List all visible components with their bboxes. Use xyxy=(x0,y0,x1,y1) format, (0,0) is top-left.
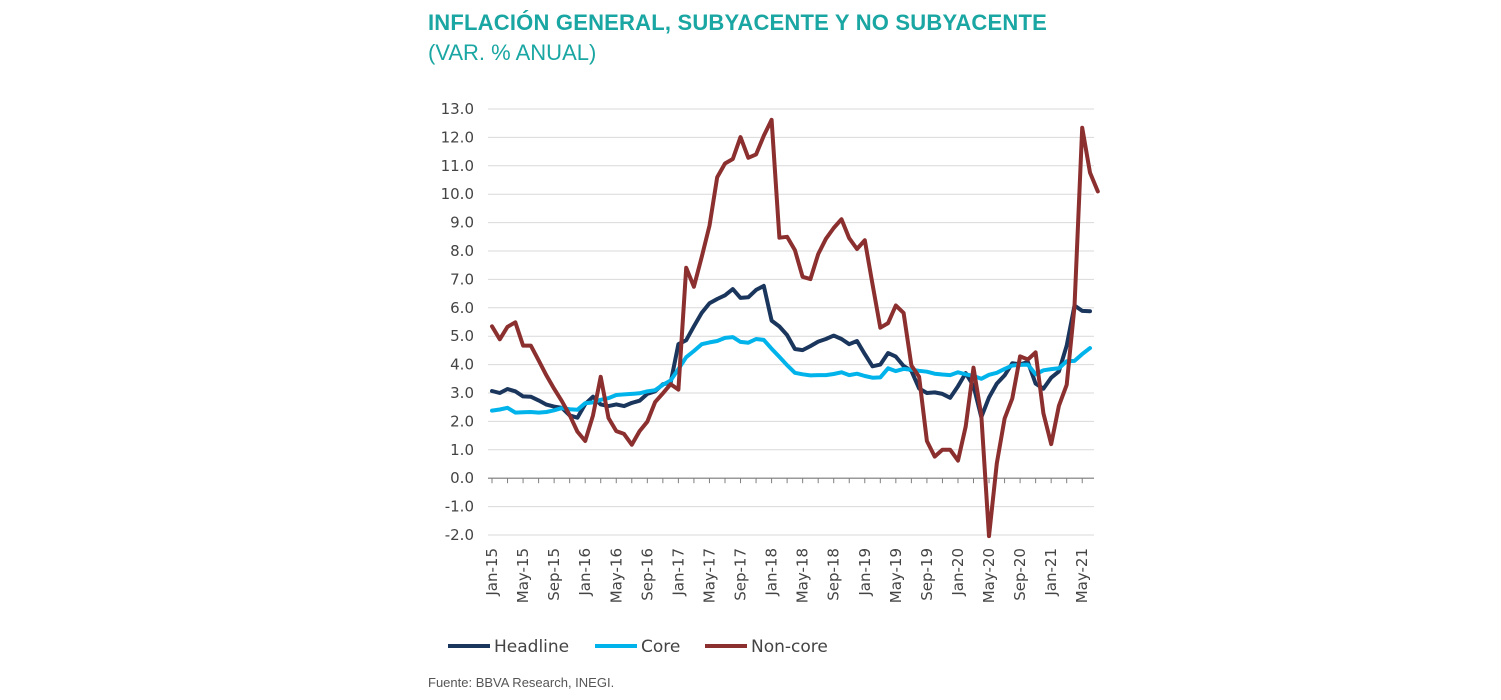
x-tick-label: May-21 xyxy=(1073,548,1091,603)
x-tick-label: Sep-16 xyxy=(638,548,656,601)
y-tick-label: 5.0 xyxy=(450,327,474,345)
y-tick-label: 4.0 xyxy=(450,356,474,374)
y-tick-label: 12.0 xyxy=(441,128,474,146)
y-tick-label: 2.0 xyxy=(450,412,474,430)
y-tick-label: 1.0 xyxy=(450,441,474,459)
x-tick-label: Sep-17 xyxy=(732,548,750,601)
chart-title: INFLACIÓN GENERAL, SUBYACENTE Y NO SUBYA… xyxy=(428,10,1047,35)
x-tick-label: Sep-19 xyxy=(918,548,936,601)
series-line-headline xyxy=(490,283,1092,420)
y-tick-label: 0.0 xyxy=(450,469,474,487)
x-tick-label: Sep-18 xyxy=(825,548,843,601)
y-tick-label: -2.0 xyxy=(445,526,474,544)
y-tick-label: 9.0 xyxy=(450,214,474,232)
x-tick-label: Jan-20 xyxy=(949,548,967,597)
series-lines xyxy=(490,117,1100,539)
x-tick-label: May-16 xyxy=(607,548,625,603)
legend-label: Non-core xyxy=(751,637,828,657)
x-tick-label: Jan-17 xyxy=(669,548,687,597)
series-line-non-core xyxy=(490,117,1100,539)
y-tick-label: 7.0 xyxy=(450,270,474,288)
y-tick-label: 10.0 xyxy=(441,185,474,203)
x-tick-label: Jan-15 xyxy=(483,548,501,597)
source-note: Fuente: BBVA Research, INEGI. xyxy=(428,675,615,690)
x-axis: Jan-15 May-15 Sep-15 Jan-16 May-16 Sep-16 Jan-… xyxy=(483,477,1094,603)
y-tick-label: 11.0 xyxy=(441,157,474,175)
y-tick-label: 13.0 xyxy=(441,100,474,118)
legend: Headline Core Non-core xyxy=(448,637,828,657)
x-tick-label: Sep-15 xyxy=(545,548,563,601)
x-tick-label: Jan-16 xyxy=(576,548,594,597)
x-tick-label: May-17 xyxy=(700,548,718,603)
x-tick-label: May-18 xyxy=(794,548,812,603)
legend-label: Headline xyxy=(494,637,569,657)
y-tick-label: -1.0 xyxy=(445,498,474,516)
y-tick-label: 3.0 xyxy=(450,384,474,402)
inflation-line-chart: 13.0 12.0 11.0 10.0 9.0 8.0 7.0 6.0 5.0 4.0 3.0 2.0… xyxy=(441,100,1100,657)
x-tick-label: May-20 xyxy=(980,548,998,603)
series-line-core xyxy=(490,335,1092,415)
x-tick-label: May-15 xyxy=(514,548,532,603)
x-tick-label: Jan-18 xyxy=(763,548,781,597)
y-tick-label: 6.0 xyxy=(450,299,474,317)
x-tick-label: Sep-20 xyxy=(1011,548,1029,601)
x-tick-label: May-19 xyxy=(887,548,905,603)
legend-label: Core xyxy=(641,637,680,657)
y-axis: 13.0 12.0 11.0 10.0 9.0 8.0 7.0 6.0 5.0 4.0 3.0 2.0… xyxy=(441,100,474,544)
x-tick-label: Jan-19 xyxy=(856,548,874,597)
chart-subtitle: (VAR. % ANUAL) xyxy=(428,40,597,65)
x-tick-label: Jan-21 xyxy=(1042,548,1060,597)
y-tick-label: 8.0 xyxy=(450,242,474,260)
gridlines xyxy=(488,108,1094,536)
